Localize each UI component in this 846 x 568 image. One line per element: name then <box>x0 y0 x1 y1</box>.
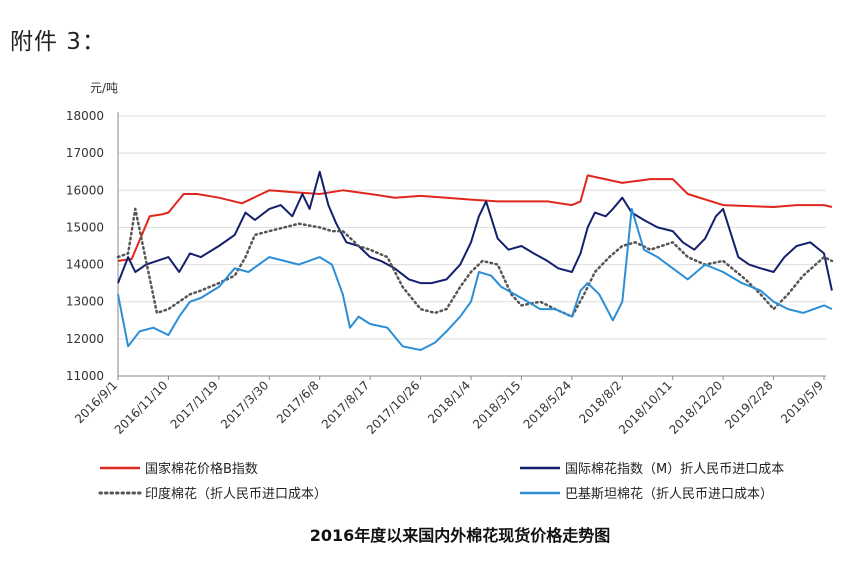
x-tick-label: 2018/5/24 <box>521 378 574 431</box>
attachment-label: 附件 3： <box>10 29 106 55</box>
legend-label-1: 国际棉花指数（M）折人民币进口成本 <box>565 461 784 477</box>
x-tick-label: 2018/12/20 <box>666 378 725 437</box>
y-tick-label: 14000 <box>66 258 104 272</box>
y-tick-label: 18000 <box>66 109 104 123</box>
x-tick-label: 2018/1/4 <box>425 378 473 426</box>
x-tick-label: 2018/8/2 <box>576 378 624 426</box>
y-tick-label: 13000 <box>66 295 104 309</box>
legend-label-0: 国家棉花价格B指数 <box>145 461 258 477</box>
grid-lines <box>118 115 826 340</box>
y-tick-labels: 11000 12000 13000 14000 15000 16000 17000 18000 <box>66 109 104 383</box>
series-line-1 <box>117 170 833 291</box>
legend-label-3: 巴基斯坦棉花（折人民币进口成本） <box>565 486 773 502</box>
x-tick-label: 2017/6/8 <box>274 378 322 426</box>
y-axis-unit: 元/吨 <box>90 81 118 95</box>
x-tick-label: 2018/10/11 <box>616 378 675 437</box>
series-line-0 <box>117 174 833 262</box>
chart-title: 2016年度以来国内外棉花现货价格走势图 <box>310 526 611 545</box>
series-lines <box>116 170 834 351</box>
x-tick-label: 2017/10/26 <box>364 378 423 437</box>
y-tick-label: 15000 <box>66 220 104 234</box>
series-line-2 <box>116 207 834 318</box>
y-tick-label: 11000 <box>66 369 104 383</box>
x-tick-label: 2017/8/17 <box>319 378 372 431</box>
x-tick-label: 2016/9/1 <box>72 378 120 426</box>
x-tick-label: 2017/3/30 <box>218 378 271 431</box>
y-tick-label: 17000 <box>66 146 104 160</box>
x-tick-label: 2017/1/19 <box>168 378 221 431</box>
series-line-3 <box>117 207 833 351</box>
x-tick-label: 2019/2/28 <box>722 378 775 431</box>
y-tick-label: 12000 <box>66 332 104 346</box>
x-tick-label: 2016/11/10 <box>112 378 171 437</box>
legend: 国家棉花价格B指数 国际棉花指数（M）折人民币进口成本印度棉花（折人民币进口成本）… <box>98 461 784 502</box>
y-tick-label: 16000 <box>66 183 104 197</box>
x-tick-label: 2018/3/15 <box>470 378 523 431</box>
x-tick-label: 2019/5/9 <box>778 378 826 426</box>
legend-label-2: 印度棉花（折人民币进口成本） <box>145 486 327 502</box>
